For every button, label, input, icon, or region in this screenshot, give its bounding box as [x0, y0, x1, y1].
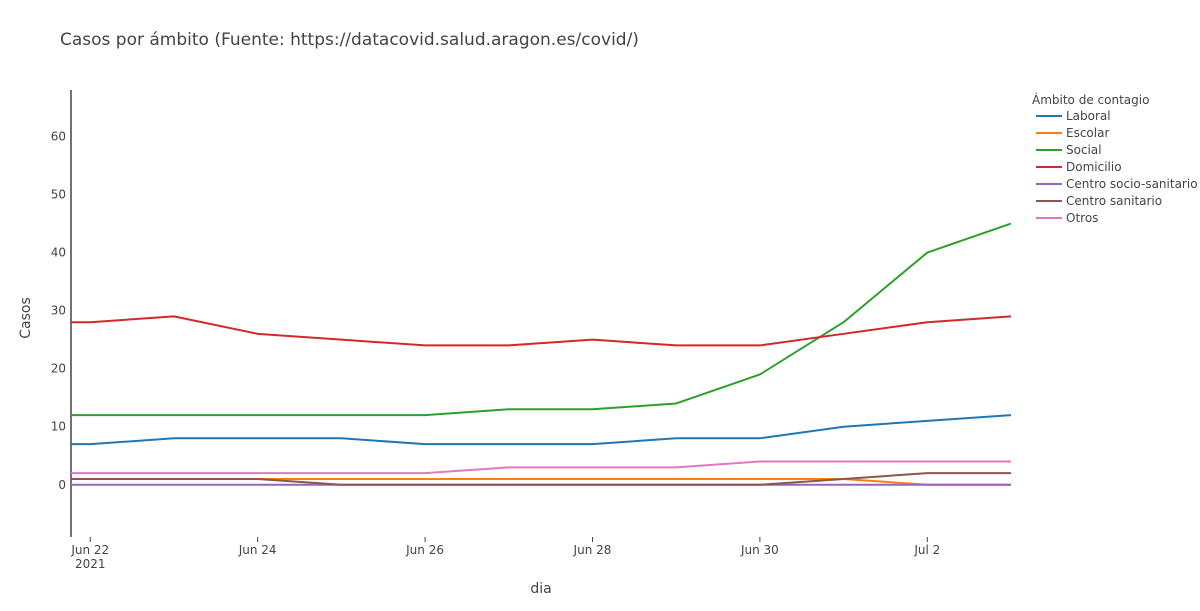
series-line-laboral [71, 414, 1011, 446]
x-axis-title: dia [530, 581, 551, 597]
x-tick-label: Jun 30 [740, 543, 779, 557]
y-tick-label: 60 [51, 129, 66, 143]
x-tick-year-label: 2021 [75, 557, 106, 571]
legend-label-escolar: Escolar [1066, 126, 1109, 140]
legend-label-laboral: Laboral [1066, 109, 1111, 123]
x-tick-label: Jul 2 [913, 543, 940, 557]
y-tick-label: 30 [51, 304, 66, 318]
chart-title: Casos por ámbito (Fuente: https://dataco… [60, 30, 639, 50]
legend-title: Ámbito de contagio [1032, 92, 1149, 107]
x-tick-label: Jun 22 [70, 543, 109, 557]
y-axis-title: Casos [18, 297, 34, 339]
y-tick-label: 0 [58, 478, 66, 492]
series-line-otros [71, 460, 1011, 475]
series-line-domicilio [71, 315, 1011, 347]
legend-label-otros: Otros [1066, 211, 1098, 225]
y-tick-label: 10 [51, 420, 66, 434]
legend: Ámbito de contagio Laboral Escolar Social D… [1032, 92, 1198, 225]
legend-label-centro-sanitario: Centro sanitario [1066, 194, 1162, 208]
y-tick-label: 50 [51, 187, 66, 201]
legend-label-centro-socio-sanitario: Centro socio-sanitario [1066, 177, 1198, 191]
x-tick-label: Jun 28 [573, 543, 612, 557]
y-tick-label: 40 [51, 246, 66, 260]
x-tick-label: Jun 24 [238, 543, 277, 557]
legend-label-domicilio: Domicilio [1066, 160, 1122, 174]
x-tick-label: Jun 26 [405, 543, 444, 557]
series-line-social [71, 222, 1011, 417]
y-tick-label: 20 [51, 362, 66, 376]
legend-label-social: Social [1066, 143, 1102, 157]
series-line-centro-sanitario [71, 472, 1011, 486]
series-lines [71, 222, 1011, 486]
